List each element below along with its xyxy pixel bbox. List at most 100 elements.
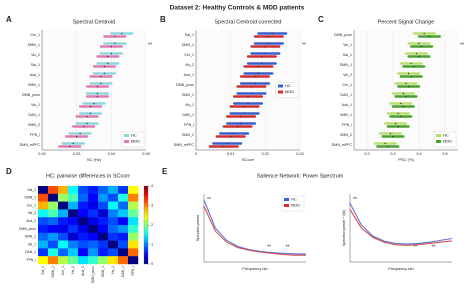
colorbar-tick-label: 2 xyxy=(151,223,153,227)
mean-dot xyxy=(110,45,113,48)
category-label: SMN_2 xyxy=(340,133,352,137)
mean-dot xyxy=(392,135,394,138)
heatmap-cell xyxy=(48,209,59,218)
row-label: DMN_pcun xyxy=(19,227,36,231)
mean-dot xyxy=(428,35,431,38)
heatmap-cell xyxy=(128,232,139,241)
annotation: ** xyxy=(267,244,271,250)
category-label: Vis_2 xyxy=(31,53,40,57)
heatmap-cell xyxy=(98,240,109,249)
panel-letter: E xyxy=(162,167,168,176)
legend-swatch xyxy=(124,134,129,137)
heatmap-cell xyxy=(58,248,69,257)
category-label: Vis_2 xyxy=(185,63,194,67)
heatmap-cell xyxy=(48,193,59,202)
mean-dot xyxy=(75,135,78,138)
heatmap-cell xyxy=(128,209,139,218)
annotation: ** xyxy=(413,244,417,250)
legend-label: MDD xyxy=(285,89,294,94)
heatmap-cell xyxy=(78,217,89,226)
mean-dot xyxy=(86,115,88,118)
mean-dot xyxy=(397,125,399,128)
mean-dot xyxy=(410,75,412,78)
series-line xyxy=(349,203,453,245)
heatmap-cell xyxy=(48,225,59,233)
category-label: DMN_mPFC xyxy=(174,143,195,147)
heatmap-cell xyxy=(108,240,119,249)
mean-dot xyxy=(250,92,253,95)
category-label: Aud_1 xyxy=(30,73,40,77)
mean-dot xyxy=(397,112,399,115)
mean-dot xyxy=(103,65,106,68)
mean-dot xyxy=(268,35,270,38)
row-label: DAN_1 xyxy=(25,250,36,254)
annotation: ** xyxy=(286,244,290,250)
mean-dot xyxy=(243,105,246,108)
row-label: FPN_l xyxy=(27,258,37,262)
x-tick-label: 0.03 xyxy=(296,152,303,156)
mean-dot xyxy=(407,72,410,75)
category-label: FPN_l xyxy=(30,133,40,137)
heatmap-cell xyxy=(78,248,89,257)
row-label: Vis_1 xyxy=(28,242,37,246)
heatmap-cell xyxy=(88,225,99,233)
category-label: Cer_1 xyxy=(342,83,352,87)
plot-area xyxy=(354,30,458,150)
colorbar-tick-label: 3 xyxy=(151,204,153,208)
category-label: Vis_1 xyxy=(343,43,352,47)
mean-dot xyxy=(418,55,420,58)
heatmap-cell xyxy=(98,201,109,210)
x-tick-label: 0 xyxy=(195,152,197,156)
heatmap-cell xyxy=(128,256,139,265)
heatmap-cell xyxy=(48,232,59,241)
heatmap-cell xyxy=(38,232,49,241)
category-label: SMN_1 xyxy=(28,83,40,87)
heatmap-cell xyxy=(128,217,139,226)
heatmap-cell xyxy=(88,256,99,265)
heatmap-cell xyxy=(78,209,89,218)
x-axis-label: Frequency bin xyxy=(388,266,413,271)
annotation: ** xyxy=(460,42,464,48)
heatmap-cell xyxy=(68,201,79,210)
row-label: DMN_1 xyxy=(25,196,37,200)
heatmap-cell xyxy=(98,225,109,233)
mean-dot xyxy=(100,82,102,85)
mean-dot xyxy=(240,122,242,125)
heatmap-cell xyxy=(68,217,79,226)
mean-dot xyxy=(410,62,412,65)
mean-dot xyxy=(243,112,246,115)
mean-dot xyxy=(110,52,113,55)
row-label: Cer_1 xyxy=(27,203,36,207)
mean-dot xyxy=(264,52,267,55)
x-tick-label: 0.02 xyxy=(38,152,45,156)
heatmap-cell xyxy=(88,217,99,226)
mean-dot xyxy=(257,72,260,75)
heatmap-cell xyxy=(48,256,59,265)
mean-dot xyxy=(96,85,99,88)
mean-dot xyxy=(93,102,95,105)
category-label: Sal_1 xyxy=(343,53,352,57)
heatmap-cell xyxy=(48,201,59,210)
category-label: Cer_1 xyxy=(30,33,40,37)
heatmap-cell xyxy=(58,217,69,226)
x-tick-label: 0.4 xyxy=(416,152,421,156)
heatmap-cell xyxy=(128,240,139,249)
column-label: Cer_1 xyxy=(61,266,65,275)
mean-dot xyxy=(250,85,253,88)
heatmap-cell xyxy=(118,193,129,202)
heatmap-cell xyxy=(108,256,119,265)
category-label: DMN_pcun xyxy=(334,33,352,37)
mean-dot xyxy=(247,95,249,98)
category-label: FPN_l xyxy=(342,123,352,127)
heatmap-cell xyxy=(38,225,49,233)
heatmap-cell xyxy=(108,248,119,257)
heatmap-cell xyxy=(68,248,79,257)
mean-dot xyxy=(79,132,81,135)
y-axis-label: Spectral power xyxy=(195,214,200,241)
heatmap-cell xyxy=(38,186,49,194)
mean-dot xyxy=(271,32,273,35)
heatmap-cell xyxy=(38,248,49,257)
heatmap-cell xyxy=(118,248,129,257)
panel-title: Salience Network: Power Spectrum xyxy=(257,173,344,179)
mean-dot xyxy=(402,105,405,108)
